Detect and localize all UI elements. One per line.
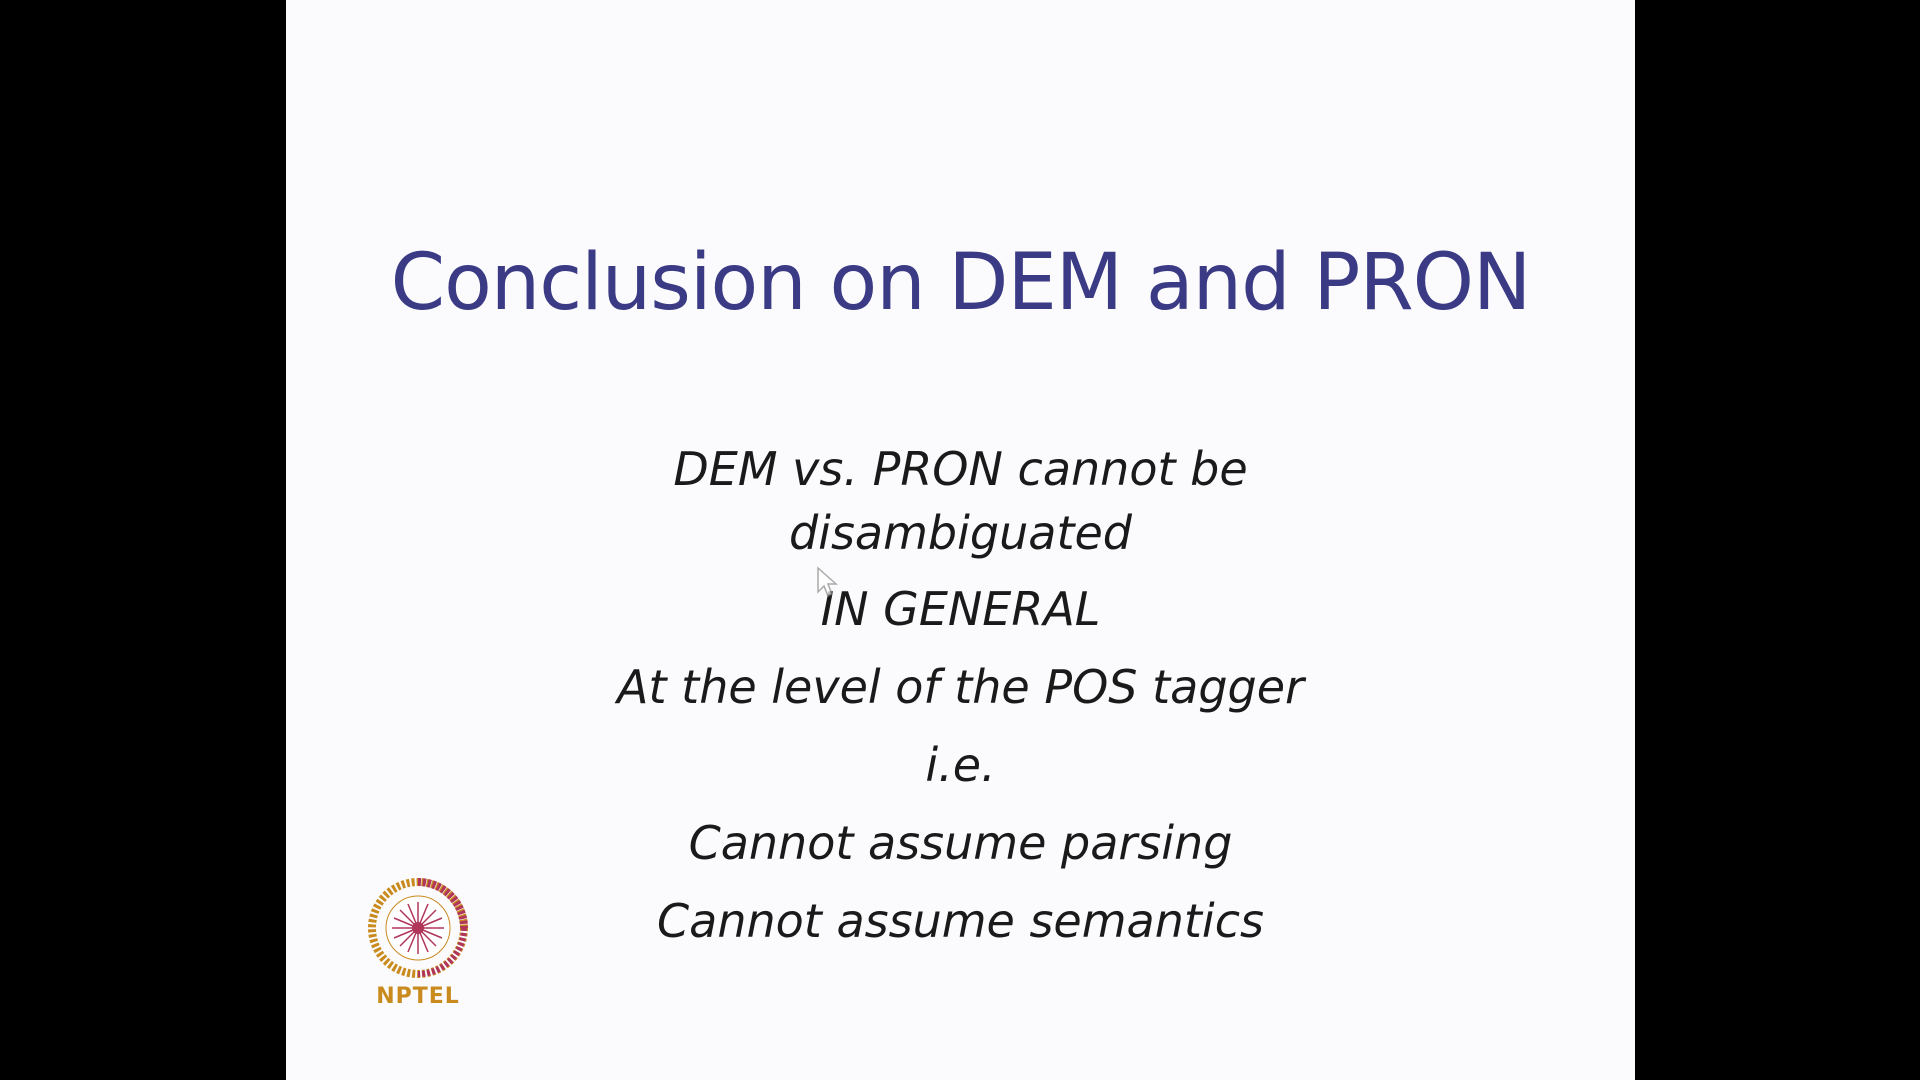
slide-line-7: Cannot assume semantics — [657, 894, 1264, 948]
slide-line-6: Cannot assume parsing — [688, 816, 1233, 870]
nptel-logo-icon — [368, 878, 468, 978]
nptel-logo: NPTEL — [366, 876, 470, 1016]
slide-line-5: i.e. — [925, 738, 996, 792]
slide-title: Conclusion on DEM and PRON — [390, 238, 1532, 328]
mouse-cursor-icon — [817, 566, 838, 598]
slide: Conclusion on DEM and PRON DEM vs. PRON … — [286, 0, 1635, 1080]
nptel-logo-text: NPTEL — [376, 984, 460, 1009]
slide-line-3: IN GENERAL — [820, 582, 1101, 636]
slide-line-2: disambiguated — [788, 506, 1132, 560]
slide-line-1: DEM vs. PRON cannot be — [673, 442, 1248, 496]
slide-line-4: At the level of the POS tagger — [617, 660, 1304, 714]
